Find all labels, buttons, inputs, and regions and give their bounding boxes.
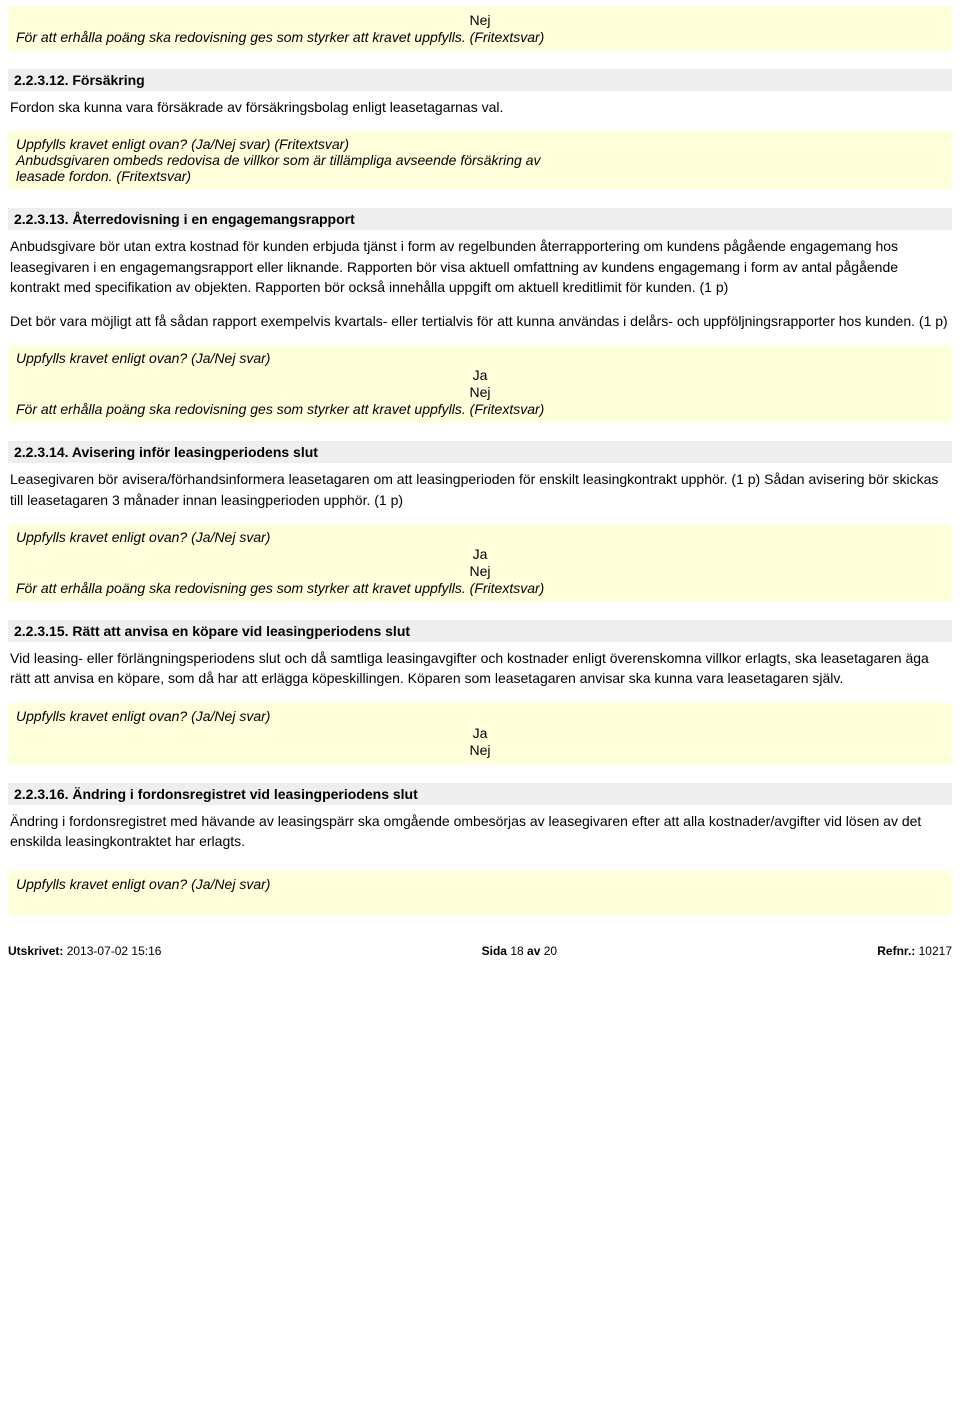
footer-left: Utskrivet: 2013-07-02 15:16 [8,944,161,958]
section-body-15: Vid leasing- eller förlängningsperiodens… [8,648,952,703]
question-line: Uppfylls kravet enligt ovan? (Ja/Nej sva… [16,350,944,366]
question-line: Uppfylls kravet enligt ovan? (Ja/Nej sva… [16,708,944,724]
answer-box-16: Uppfylls kravet enligt ovan? (Ja/Nej sva… [8,871,952,916]
section-body-14: Leasegivaren bör avisera/förhandsinforme… [8,469,952,524]
question-line: Uppfylls kravet enligt ovan? (Ja/Nej sva… [16,529,944,545]
footer-center-label: Sida [482,944,507,958]
paragraph: Ändring i fordonsregistret med hävande a… [10,811,950,852]
section-body-16: Ändring i fordonsregistret med hävande a… [8,811,952,866]
section-heading-15: 2.2.3.15. Rätt att anvisa en köpare vid … [8,620,952,642]
answer-note: För att erhålla poäng ska redovisning ge… [16,580,556,596]
footer-right: Refnr.: 10217 [877,944,952,958]
answer-note: Anbudsgivaren ombeds redovisa de villkor… [16,152,576,184]
footer-right-label: Refnr.: [877,944,915,958]
section-heading-16: 2.2.3.16. Ändring i fordonsregistret vid… [8,783,952,805]
answer-nej: Nej [16,12,944,28]
section-heading-14: 2.2.3.14. Avisering inför leasingperiode… [8,441,952,463]
answer-box-top: Nej För att erhålla poäng ska redovisnin… [8,6,952,51]
answer-note: För att erhålla poäng ska redovisning ge… [16,29,556,45]
answer-box-12: Uppfylls kravet enligt ovan? (Ja/Nej sva… [8,131,952,190]
page-content: Nej För att erhålla poäng ska redovisnin… [0,0,960,938]
section-heading-13: 2.2.3.13. Återredovisning i en engageman… [8,208,952,230]
answer-ja: Ja [16,725,944,741]
answer-nej: Nej [16,563,944,579]
paragraph: Fordon ska kunna vara försäkrade av förs… [10,97,950,117]
footer-left-label: Utskrivet: [8,944,63,958]
footer-page: 18 [510,944,523,958]
page-footer: Utskrivet: 2013-07-02 15:16 Sida 18 av 2… [0,938,960,968]
answer-nej: Nej [16,742,944,758]
answer-ja: Ja [16,367,944,383]
paragraph: Anbudsgivare bör utan extra kostnad för … [10,236,950,297]
section-body-13: Anbudsgivare bör utan extra kostnad för … [8,236,952,345]
paragraph: Det bör vara möjligt att få sådan rappor… [10,311,950,331]
section-heading-12: 2.2.3.12. Försäkring [8,69,952,91]
footer-center: Sida 18 av 20 [161,944,877,958]
answer-box-15: Uppfylls kravet enligt ovan? (Ja/Nej sva… [8,703,952,765]
answer-note: För att erhålla poäng ska redovisning ge… [16,401,556,417]
answer-box-13: Uppfylls kravet enligt ovan? (Ja/Nej sva… [8,345,952,423]
answer-box-14: Uppfylls kravet enligt ovan? (Ja/Nej sva… [8,524,952,602]
paragraph: Leasegivaren bör avisera/förhandsinforme… [10,469,950,510]
section-body-12: Fordon ska kunna vara försäkrade av förs… [8,97,952,131]
question-line: Uppfylls kravet enligt ovan? (Ja/Nej sva… [16,876,944,892]
footer-av: av [527,944,540,958]
answer-nej: Nej [16,384,944,400]
footer-total: 20 [544,944,557,958]
paragraph: Vid leasing- eller förlängningsperiodens… [10,648,950,689]
footer-left-value: 2013-07-02 15:16 [67,944,162,958]
footer-right-value: 10217 [919,944,952,958]
answer-ja: Ja [16,546,944,562]
question-line: Uppfylls kravet enligt ovan? (Ja/Nej sva… [16,136,944,152]
